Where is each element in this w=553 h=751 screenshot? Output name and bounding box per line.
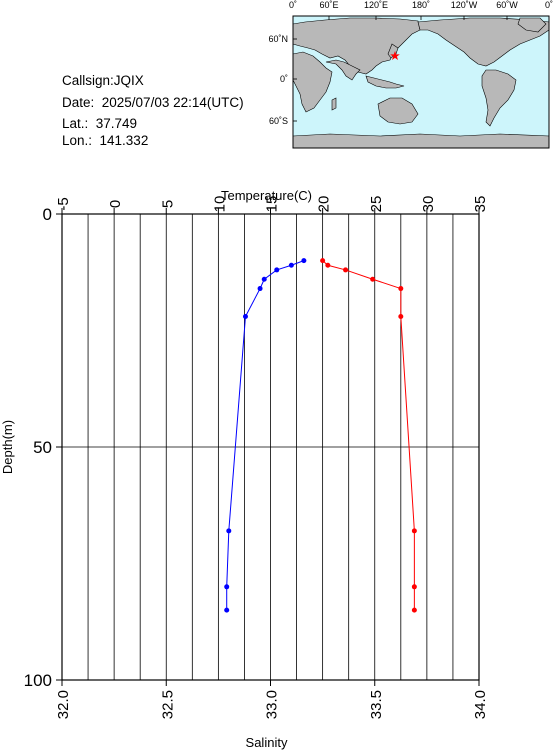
callsign-text: Callsign:JQIX bbox=[62, 73, 144, 88]
map-lon-label: 0˚ bbox=[289, 0, 297, 10]
salinity-axis-label: Salinity bbox=[246, 735, 288, 750]
antarctica-landmass bbox=[292, 133, 550, 149]
southeast-asia-landmass bbox=[365, 75, 405, 89]
temperature-point bbox=[411, 528, 417, 534]
temperature-point bbox=[411, 584, 417, 590]
map-frame bbox=[292, 15, 550, 149]
salinity-point bbox=[224, 584, 230, 590]
map-lat-label: 60˚N bbox=[268, 34, 288, 44]
temperature-tick-label: 10 bbox=[211, 196, 228, 213]
australia-landmass bbox=[377, 97, 419, 125]
salinity-tick-label: 34.0 bbox=[472, 690, 489, 719]
temperature-tick-label: 20 bbox=[316, 196, 333, 213]
map-lon-label: 0˚ bbox=[545, 0, 553, 10]
temperature-point bbox=[411, 607, 417, 613]
salinity-point bbox=[224, 607, 230, 613]
longitude-text: Lon.: 141.332 bbox=[62, 133, 149, 148]
date-text: Date: 2025/07/03 22:14(UTC) bbox=[62, 95, 244, 110]
temperature-point bbox=[325, 262, 331, 268]
salinity-tick-label: 33.0 bbox=[264, 690, 281, 719]
greenland-landmass bbox=[517, 17, 547, 33]
map-land bbox=[292, 17, 550, 149]
temperature-tick-label: 25 bbox=[368, 196, 385, 213]
salinity-point bbox=[242, 314, 248, 320]
depth-axis-label: Depth(m) bbox=[0, 420, 15, 474]
temperature-tick-label: 30 bbox=[420, 196, 437, 213]
temperature-point bbox=[343, 267, 349, 273]
temperature-tick-label: -5 bbox=[55, 197, 72, 210]
madagascar-landmass bbox=[331, 97, 337, 111]
temperature-point bbox=[398, 286, 404, 292]
temperature-point bbox=[320, 258, 326, 264]
location-map: 0˚ 60˚E 120˚E 180˚ 120˚W 60˚W 0˚ 60˚N 0˚ 60˚S bbox=[268, 0, 553, 149]
arabia-india-landmass bbox=[325, 59, 361, 81]
salinity-point bbox=[274, 267, 280, 273]
map-lon-label: 60˚W bbox=[496, 0, 518, 10]
temperature-axis-label: Temperature(C) bbox=[221, 188, 312, 203]
map-lon-label: 120˚E bbox=[364, 0, 388, 10]
series-layer bbox=[224, 258, 417, 613]
salinity-point bbox=[261, 276, 267, 282]
temperature-tick-label: 15 bbox=[264, 196, 281, 213]
station-marker bbox=[390, 51, 400, 60]
map-lon-label: 180˚ bbox=[412, 0, 430, 10]
temperature-tick-label: 0 bbox=[107, 200, 124, 208]
temperature-point bbox=[370, 276, 376, 282]
salinity-tick-label: 33.5 bbox=[368, 690, 385, 719]
salinity-line bbox=[226, 260, 305, 611]
salinity-tick-label: 32.5 bbox=[159, 690, 176, 719]
temperature-point bbox=[398, 314, 404, 320]
salinity-point bbox=[301, 258, 307, 264]
africa-landmass bbox=[292, 51, 333, 113]
latitude-text: Lat.: 37.749 bbox=[62, 116, 138, 131]
temperature-tick-label: 35 bbox=[472, 196, 489, 213]
salinity-tick-label: 32.0 bbox=[55, 690, 72, 719]
salinity-point bbox=[288, 262, 294, 268]
salinity-point bbox=[257, 286, 263, 292]
depth-tick-label: 100 bbox=[24, 671, 52, 690]
depth-tick-label: 50 bbox=[33, 438, 52, 457]
map-lon-label: 120˚W bbox=[451, 0, 478, 10]
map-ticks: 0˚ 60˚E 120˚E 180˚ 120˚W 60˚W 0˚ 60˚N 0˚ 60˚S bbox=[268, 0, 553, 126]
temperature-tick-label: 5 bbox=[159, 200, 176, 208]
depth-tick-label: 0 bbox=[43, 205, 52, 224]
salinity-point bbox=[226, 528, 232, 534]
map-lon-label: 60˚E bbox=[319, 0, 338, 10]
south-america-landmass bbox=[481, 69, 517, 127]
map-lat-label: 0˚ bbox=[280, 74, 288, 84]
eurasia-landmass bbox=[292, 17, 421, 75]
grid bbox=[62, 214, 479, 680]
map-lat-label: 60˚S bbox=[269, 116, 288, 126]
